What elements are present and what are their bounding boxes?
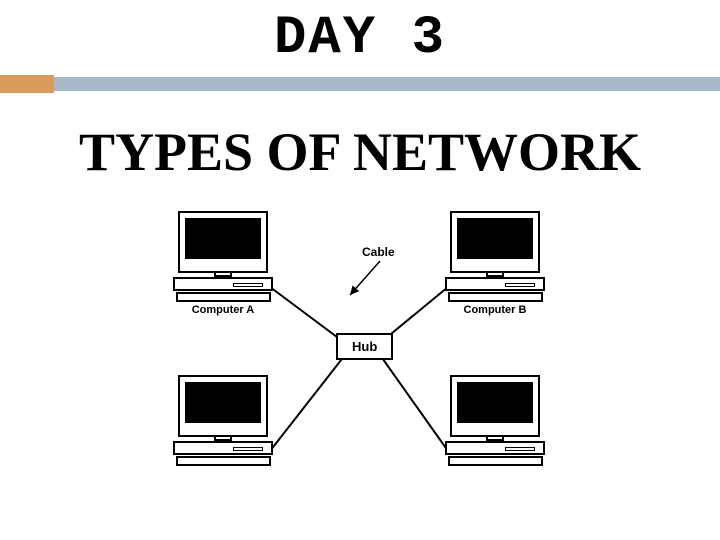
page-title: DAY 3 bbox=[0, 8, 720, 69]
computer-node bbox=[168, 375, 278, 468]
monitor-icon bbox=[178, 375, 268, 437]
computer-node: Computer B bbox=[440, 211, 550, 316]
keyboard-icon bbox=[176, 456, 271, 466]
monitor-icon bbox=[450, 211, 540, 273]
computer-label: Computer B bbox=[440, 304, 550, 316]
computer-node bbox=[440, 375, 550, 468]
base-unit-icon bbox=[445, 441, 545, 455]
computer-label: Computer A bbox=[168, 304, 278, 316]
keyboard-icon bbox=[448, 456, 543, 466]
monitor-icon bbox=[450, 375, 540, 437]
keyboard-icon bbox=[176, 292, 271, 302]
base-unit-icon bbox=[173, 277, 273, 291]
computer-node: Computer A bbox=[168, 211, 278, 316]
base-unit-icon bbox=[445, 277, 545, 291]
accent-divider bbox=[0, 75, 720, 93]
page-subtitle: TYPES OF NETWORK bbox=[0, 121, 720, 183]
monitor-icon bbox=[178, 211, 268, 273]
accent-bar bbox=[54, 77, 720, 91]
hub-node: Hub bbox=[336, 333, 393, 360]
keyboard-icon bbox=[448, 292, 543, 302]
accent-square bbox=[0, 75, 54, 93]
network-diagram: Hub Cable Computer A Computer B bbox=[140, 203, 580, 503]
cable-label: Cable bbox=[362, 245, 395, 259]
base-unit-icon bbox=[173, 441, 273, 455]
